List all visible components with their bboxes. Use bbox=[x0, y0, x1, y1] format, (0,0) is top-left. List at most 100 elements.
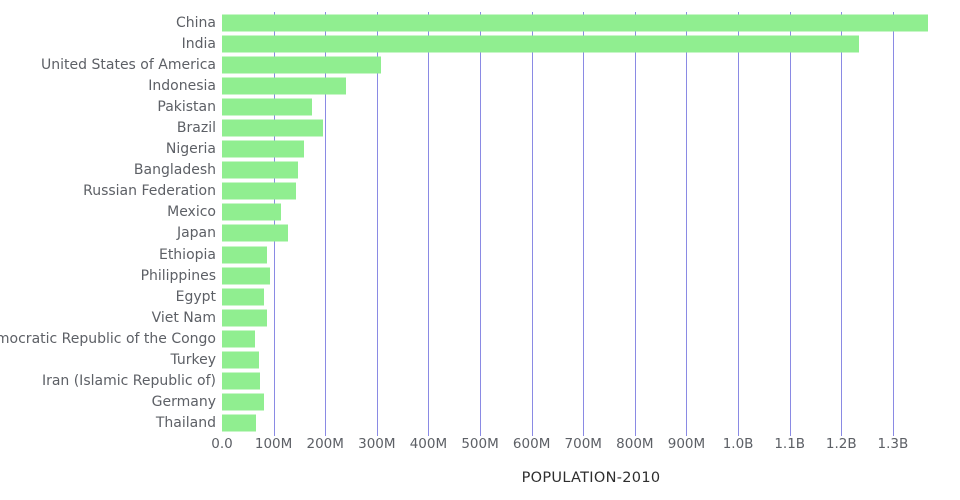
bar bbox=[222, 161, 299, 179]
category-label-text: China bbox=[176, 14, 216, 31]
bar-area bbox=[222, 286, 960, 307]
x-tick-label: 200M bbox=[306, 436, 344, 452]
category-label-text: India bbox=[181, 35, 216, 52]
chart-row: Germany bbox=[0, 392, 960, 413]
category-label: Russian Federation bbox=[0, 181, 222, 202]
chart-row: Russian Federation bbox=[0, 181, 960, 202]
x-tick-label: 100M bbox=[254, 436, 293, 452]
x-axis-ticks: 0.0 100M 200M 300M 400M 500M 600M 700M 800M 900M 1… bbox=[0, 436, 960, 454]
bar-area bbox=[222, 350, 960, 371]
chart-row: Egypt bbox=[0, 286, 960, 307]
bar bbox=[222, 98, 312, 116]
gridline bbox=[686, 12, 688, 436]
x-tick-label: 1.0B bbox=[722, 436, 754, 452]
category-label-text: Nigeria bbox=[165, 141, 216, 158]
category-label: United States of America bbox=[0, 54, 222, 75]
category-label-text: Mexico bbox=[167, 204, 216, 221]
category-label: Viet Nam bbox=[0, 307, 222, 328]
category-label-text: Democratic Republic of the Congo bbox=[0, 330, 216, 347]
bar bbox=[222, 393, 265, 411]
gridline bbox=[738, 12, 740, 436]
bar bbox=[222, 372, 261, 390]
bar-area bbox=[222, 244, 960, 265]
category-label-text: Russian Federation bbox=[83, 183, 216, 200]
category-label-text: Pakistan bbox=[157, 98, 216, 115]
bar-area bbox=[222, 371, 960, 392]
chart-row: Viet Nam bbox=[0, 307, 960, 328]
chart-row: Turkey bbox=[0, 350, 960, 371]
x-tick-label: 1.3B bbox=[877, 436, 909, 452]
x-tick-label: 500M bbox=[461, 436, 499, 452]
category-label-text: Iran (Islamic Republic of) bbox=[41, 373, 216, 390]
x-tick-label: 1.2B bbox=[825, 436, 857, 452]
chart-row: Thailand bbox=[0, 413, 960, 434]
category-label: Indonesia bbox=[0, 75, 222, 96]
chart-row: Pakistan bbox=[0, 96, 960, 117]
x-tick-label: 300M bbox=[358, 436, 396, 452]
bar-area bbox=[222, 392, 960, 413]
category-label-text: United States of America bbox=[41, 56, 216, 73]
bar bbox=[222, 309, 268, 327]
bar bbox=[222, 351, 260, 369]
category-label: Egypt bbox=[0, 286, 222, 307]
category-label-text: Turkey bbox=[170, 352, 216, 369]
bar bbox=[222, 14, 928, 32]
category-label-text: Egypt bbox=[175, 288, 216, 305]
bar-area bbox=[222, 33, 960, 54]
chart-row: Democratic Republic of the Congo bbox=[0, 328, 960, 349]
bar-area bbox=[222, 202, 960, 223]
category-label-text: Indonesia bbox=[148, 77, 216, 94]
gridline bbox=[273, 12, 275, 436]
bar bbox=[222, 267, 270, 285]
category-label: Ethiopia bbox=[0, 244, 222, 265]
bar bbox=[222, 140, 305, 158]
x-tick-label: 600M bbox=[512, 436, 551, 452]
category-label: Democratic Republic of the Congo bbox=[0, 328, 222, 349]
category-label-text: Ethiopia bbox=[158, 246, 216, 263]
category-label-text: Brazil bbox=[176, 120, 216, 137]
chart-row: Indonesia bbox=[0, 75, 960, 96]
chart-row: China bbox=[0, 12, 960, 33]
category-label: Bangladesh bbox=[0, 160, 222, 181]
bar bbox=[222, 246, 267, 264]
gridline bbox=[892, 12, 894, 436]
category-label: Philippines bbox=[0, 265, 222, 286]
x-tick-label: 900M bbox=[667, 436, 706, 452]
gridline bbox=[325, 12, 327, 436]
bar-area bbox=[222, 265, 960, 286]
bar bbox=[222, 414, 257, 432]
bar-area bbox=[222, 139, 960, 160]
category-label: Germany bbox=[0, 392, 222, 413]
chart-row: Brazil bbox=[0, 117, 960, 138]
bar-rows: China India United States of America Indone… bbox=[0, 12, 960, 434]
x-tick-label: 0.0 bbox=[211, 436, 233, 452]
chart-row: Nigeria bbox=[0, 139, 960, 160]
bar bbox=[222, 224, 289, 242]
bar-area bbox=[222, 12, 960, 33]
x-tick-label: 700M bbox=[564, 436, 602, 452]
category-label-text: Germany bbox=[151, 394, 216, 411]
bar bbox=[222, 182, 296, 200]
category-label: Brazil bbox=[0, 117, 222, 138]
bar bbox=[222, 203, 281, 221]
gridline bbox=[634, 12, 636, 436]
category-label-text: Philippines bbox=[140, 267, 216, 284]
bar-area bbox=[222, 181, 960, 202]
chart-row: Iran (Islamic Republic of) bbox=[0, 371, 960, 392]
bar-area bbox=[222, 328, 960, 349]
chart-row: Ethiopia bbox=[0, 244, 960, 265]
category-label: Turkey bbox=[0, 350, 222, 371]
gridline bbox=[583, 12, 585, 436]
gridline bbox=[531, 12, 533, 436]
bar-area bbox=[222, 96, 960, 117]
gridline bbox=[789, 12, 791, 436]
bar bbox=[222, 330, 256, 348]
bar-area bbox=[222, 75, 960, 96]
category-label: China bbox=[0, 12, 222, 33]
bar-area bbox=[222, 54, 960, 75]
chart-row: India bbox=[0, 33, 960, 54]
chart-row: United States of America bbox=[0, 54, 960, 75]
x-tick-label: 800M bbox=[616, 436, 654, 452]
